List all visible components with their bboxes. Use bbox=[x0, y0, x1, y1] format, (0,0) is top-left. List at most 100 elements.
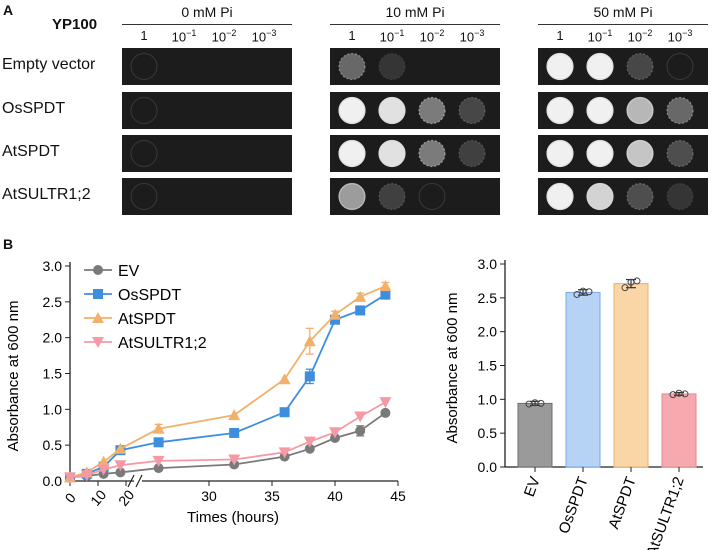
dilution-label: 10−2 bbox=[620, 28, 660, 44]
data-point bbox=[379, 280, 392, 292]
dilution-base: 10 bbox=[251, 29, 267, 45]
colony-spot bbox=[666, 53, 694, 80]
y-tick-label: 2.0 bbox=[43, 330, 63, 346]
dilution-exponent: −3 bbox=[474, 28, 485, 38]
data-point bbox=[355, 305, 366, 316]
colony-spot bbox=[378, 182, 406, 211]
y-tick-label: 0.0 bbox=[478, 459, 498, 475]
data-point bbox=[153, 437, 164, 448]
colony-spot bbox=[586, 182, 614, 211]
colony-spot bbox=[378, 139, 406, 168]
dilution-label: 1 bbox=[332, 28, 372, 43]
dilution-label: 1 bbox=[124, 28, 164, 43]
dilution-exponent: −3 bbox=[682, 28, 693, 38]
line-chart-series bbox=[64, 280, 392, 484]
data-point bbox=[380, 289, 391, 300]
data-point bbox=[80, 470, 93, 482]
dilution-label: 10−3 bbox=[244, 28, 284, 44]
bar bbox=[661, 393, 697, 468]
colony-spot bbox=[251, 54, 277, 80]
y-tick-label: 0.5 bbox=[43, 437, 63, 453]
agar-plate-strip bbox=[330, 48, 500, 85]
dilution-label: 10−3 bbox=[452, 28, 492, 44]
colony-spot bbox=[419, 54, 445, 80]
condition-underline bbox=[330, 24, 500, 25]
data-point bbox=[64, 472, 76, 484]
data-point bbox=[304, 371, 315, 382]
line-chart-xlabel: Times (hours) bbox=[187, 509, 279, 526]
replicate-point bbox=[585, 288, 593, 296]
bar bbox=[565, 291, 601, 468]
condition-title: 10 mM Pi bbox=[385, 4, 445, 20]
legend-marker bbox=[92, 312, 104, 323]
colony-spot bbox=[171, 141, 197, 167]
y-tick-label: 1.5 bbox=[43, 366, 63, 382]
axis-break-mark bbox=[135, 474, 143, 488]
data-point bbox=[114, 460, 127, 472]
series-line bbox=[69, 464, 121, 479]
legend-label: AtSULTR1;2 bbox=[118, 335, 207, 352]
data-point bbox=[152, 422, 165, 434]
colony-spot bbox=[459, 54, 485, 80]
series-atspdt bbox=[64, 280, 392, 483]
data-point bbox=[114, 442, 127, 454]
x-tick-label: 10 bbox=[87, 487, 109, 509]
dilution-base: 10 bbox=[211, 29, 227, 45]
agar-plate-strip bbox=[330, 92, 500, 129]
data-point bbox=[152, 455, 165, 467]
agar-plate-strip bbox=[538, 92, 708, 129]
colony-spot bbox=[378, 52, 406, 81]
colony-spot bbox=[666, 182, 694, 211]
dilution-base: 1 bbox=[556, 28, 564, 43]
x-tick-label: 0 bbox=[62, 490, 79, 506]
y-tick-label: 3.0 bbox=[43, 258, 63, 274]
data-point bbox=[329, 427, 341, 439]
dilution-label: 1 bbox=[540, 28, 580, 43]
line-chart-legend: EV OsSPDT AtSPDT AtSULTR1;2 bbox=[84, 263, 207, 352]
strain-label: AtSULTR1;2 bbox=[2, 186, 91, 203]
agar-plate-strip bbox=[122, 48, 292, 85]
colony-spot bbox=[130, 140, 158, 167]
agar-plate-strip bbox=[538, 178, 708, 215]
dilution-exponent: −2 bbox=[226, 28, 237, 38]
legend-marker bbox=[93, 265, 103, 275]
replicate-point bbox=[573, 290, 581, 298]
dilution-exponent: −1 bbox=[602, 28, 613, 38]
colony-spot bbox=[666, 96, 694, 125]
colony-spot bbox=[546, 96, 574, 125]
replicate-point bbox=[621, 284, 629, 292]
data-point bbox=[278, 373, 291, 385]
colony-spot bbox=[418, 183, 446, 210]
bar-chart-bars: EV OsSPDT AtSPDT AtSULTR1;2 bbox=[517, 277, 697, 550]
data-point bbox=[354, 411, 367, 423]
colony-spot bbox=[338, 52, 366, 81]
colony-spot bbox=[338, 182, 366, 211]
y-tick-label: 1.0 bbox=[478, 391, 498, 407]
y-tick-label: 1.0 bbox=[43, 401, 63, 417]
axis-break-mark bbox=[127, 474, 135, 488]
dilution-exponent: −2 bbox=[434, 28, 445, 38]
x-tick-label: 30 bbox=[201, 488, 217, 504]
data-point bbox=[355, 425, 366, 436]
colony-spot bbox=[546, 139, 574, 168]
agar-plate-strip bbox=[538, 135, 708, 172]
dilution-base: 10 bbox=[459, 29, 475, 45]
colony-spot bbox=[459, 184, 485, 210]
data-point bbox=[279, 407, 290, 418]
data-point bbox=[97, 464, 110, 476]
bar-chart-ylabel: Absorbance at 600 nm bbox=[444, 293, 461, 444]
y-tick-label: 3.0 bbox=[478, 256, 498, 272]
colony-spot bbox=[211, 98, 237, 124]
data-point bbox=[228, 409, 241, 421]
colony-spot bbox=[458, 139, 486, 168]
series-line bbox=[69, 448, 121, 479]
y-tick-label: 0.0 bbox=[43, 473, 63, 489]
condition-title: 50 mM Pi bbox=[593, 4, 653, 20]
colony-spot bbox=[418, 96, 446, 125]
dilution-base: 10 bbox=[627, 29, 643, 45]
absorbance-bar-chart: 0.0 0.5 1.0 1.5 2.0 2.5 3.0 EV OsSPDT AtSPDT AtSU… bbox=[444, 256, 703, 550]
data-point bbox=[303, 436, 316, 448]
x-tick-label: 20 bbox=[115, 487, 137, 509]
panel-letter-a: A bbox=[3, 2, 14, 18]
agar-plate-strip bbox=[538, 48, 708, 85]
